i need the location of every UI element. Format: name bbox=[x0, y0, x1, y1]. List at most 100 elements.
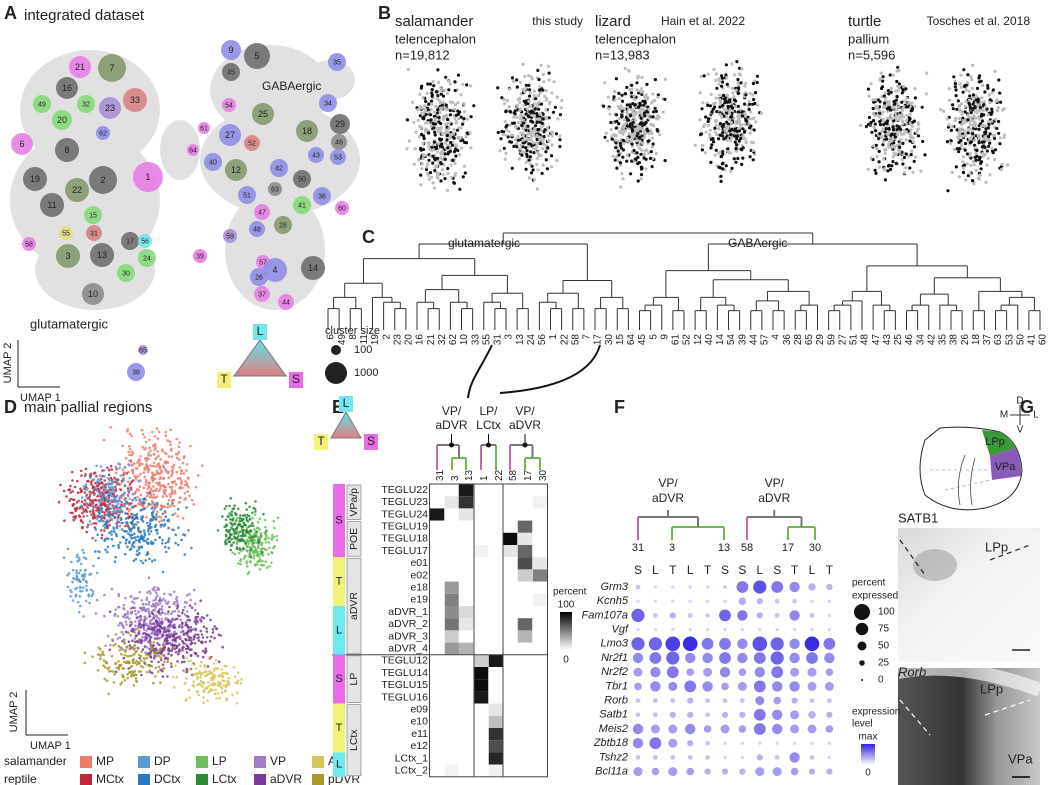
umap-cell bbox=[894, 111, 897, 114]
umap-cell bbox=[119, 496, 122, 499]
umap-cell bbox=[737, 127, 740, 130]
umap-cell bbox=[158, 521, 161, 524]
leaf-label: 5 bbox=[648, 334, 659, 340]
umap-cell bbox=[94, 487, 97, 490]
umap-cell bbox=[884, 121, 887, 124]
umap-cell bbox=[112, 488, 115, 491]
umap-cell bbox=[198, 639, 201, 642]
umap-cell bbox=[948, 87, 951, 90]
umap-cell bbox=[519, 144, 522, 147]
umap-cell bbox=[441, 168, 444, 171]
umap-cell bbox=[532, 151, 535, 154]
umap-cell bbox=[408, 139, 411, 142]
umap-cell bbox=[164, 461, 167, 464]
umap-cell bbox=[79, 516, 82, 519]
umap-cell bbox=[725, 94, 728, 97]
umap-cell bbox=[635, 81, 638, 84]
umap-cell bbox=[430, 124, 433, 127]
umap-cell bbox=[905, 97, 908, 100]
umap-cell bbox=[983, 146, 986, 149]
umap-cell bbox=[145, 629, 148, 632]
umap-cell bbox=[217, 692, 220, 695]
umap-cell bbox=[155, 592, 158, 595]
triangle bbox=[234, 340, 286, 376]
umap-cell bbox=[639, 153, 642, 156]
umap-cell bbox=[189, 697, 192, 700]
umap-cell bbox=[434, 119, 437, 122]
umap-cell bbox=[726, 126, 729, 129]
umap-cell bbox=[1006, 163, 1009, 166]
umap-cell bbox=[231, 551, 234, 554]
umap-cell bbox=[456, 101, 459, 104]
umap-cell bbox=[144, 559, 147, 562]
umap-cell bbox=[171, 455, 174, 458]
umap-cell bbox=[242, 534, 245, 537]
umap-cell bbox=[190, 547, 193, 550]
umap-cell bbox=[740, 67, 743, 70]
umap-cell bbox=[140, 560, 143, 563]
umap-cell bbox=[160, 516, 163, 519]
umap-cell bbox=[80, 519, 83, 522]
umap-cell bbox=[709, 129, 712, 132]
umap-cell bbox=[264, 532, 267, 535]
umap-cell bbox=[701, 148, 704, 151]
umap-cell bbox=[947, 123, 950, 126]
umap-cell bbox=[153, 504, 156, 507]
umap-cell bbox=[620, 94, 623, 97]
umap-cell bbox=[524, 87, 527, 90]
umap-cell bbox=[167, 503, 170, 506]
umap-cell bbox=[744, 123, 747, 126]
umap-cell bbox=[268, 541, 271, 544]
umap-cell bbox=[128, 454, 131, 457]
umap-cell bbox=[439, 101, 442, 104]
umap-cell bbox=[641, 142, 644, 145]
umap-cell bbox=[528, 105, 531, 108]
umap-cell bbox=[246, 565, 249, 568]
umap-cell bbox=[122, 469, 125, 472]
umap-cell bbox=[189, 648, 192, 651]
umap-cell bbox=[229, 536, 232, 539]
umap-cell bbox=[622, 127, 625, 130]
umap-cell bbox=[155, 447, 158, 450]
umap-cell bbox=[504, 120, 507, 123]
umap-cell bbox=[446, 167, 449, 170]
umap-cell bbox=[177, 544, 180, 547]
umap-cell bbox=[206, 614, 209, 617]
umap-cell bbox=[719, 134, 722, 137]
umap-cell bbox=[229, 549, 232, 552]
umap-cell bbox=[875, 147, 878, 150]
umap-cell bbox=[151, 519, 154, 522]
umap-cell bbox=[127, 517, 130, 520]
umap-cell bbox=[704, 115, 707, 118]
umap-cell bbox=[637, 75, 640, 78]
umap-cell bbox=[423, 104, 426, 107]
umap-cell bbox=[914, 155, 917, 158]
umap-cell bbox=[962, 68, 965, 71]
umap-cell bbox=[960, 102, 963, 105]
umap-cell bbox=[511, 76, 514, 79]
umap-cell bbox=[176, 600, 179, 603]
umap-cell bbox=[102, 520, 105, 523]
umap-cell bbox=[424, 100, 427, 103]
umap-cell bbox=[154, 589, 157, 592]
umap-cell bbox=[975, 169, 978, 172]
umap-cell bbox=[717, 152, 720, 155]
umap-cell bbox=[630, 84, 633, 87]
umap-cell bbox=[418, 93, 421, 96]
cluster-label: 31 bbox=[90, 230, 98, 237]
umap-cell bbox=[447, 172, 450, 175]
umap-cell bbox=[528, 88, 531, 91]
umap-cell bbox=[141, 463, 144, 466]
umap-cell bbox=[734, 122, 737, 125]
umap-cell bbox=[214, 683, 217, 686]
umap-cell bbox=[655, 110, 658, 113]
umap-cell bbox=[981, 152, 984, 155]
umap-cell bbox=[153, 626, 156, 629]
cluster-label: 33 bbox=[130, 95, 140, 105]
umap-cell bbox=[879, 123, 882, 126]
umap-cell bbox=[110, 533, 113, 536]
umap-cell bbox=[251, 539, 254, 542]
umap-cell bbox=[427, 142, 430, 145]
umap-cell bbox=[975, 149, 978, 152]
umap-cell bbox=[204, 652, 207, 655]
